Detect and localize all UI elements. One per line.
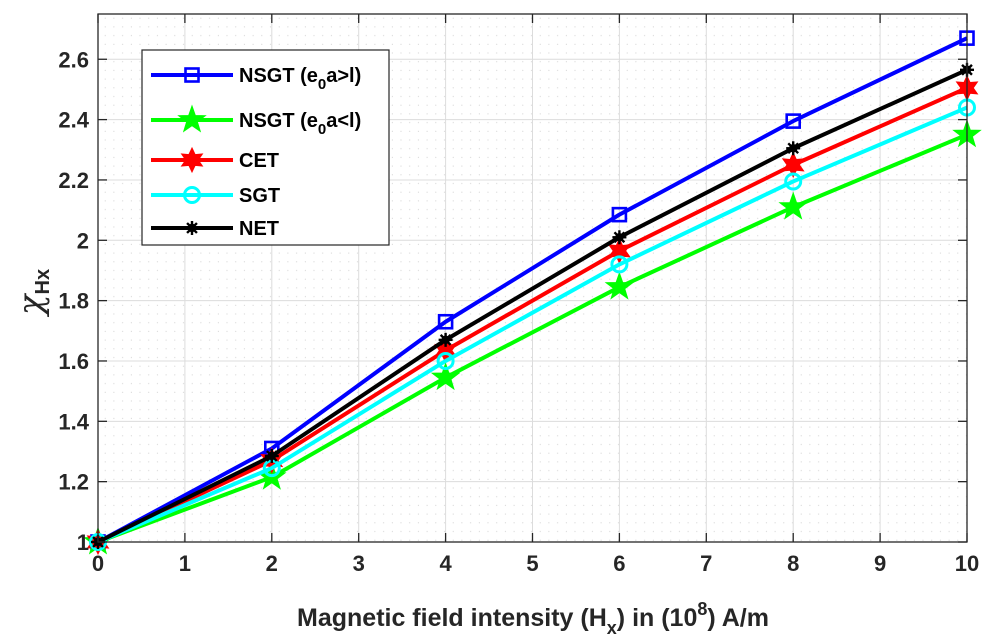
y-tick-label: 2.2	[58, 168, 89, 193]
marker-dot	[187, 223, 197, 233]
data-point-marker	[781, 151, 805, 179]
data-point-marker	[778, 191, 808, 220]
series-layer	[83, 30, 982, 556]
x-tick-label: 5	[526, 551, 538, 576]
legend-marker	[180, 146, 204, 174]
data-point-marker	[438, 332, 453, 347]
x-tick-label: 9	[874, 551, 886, 576]
y-tick-label: 2	[77, 228, 89, 253]
data-point-marker	[436, 351, 455, 370]
series-line	[97, 105, 968, 544]
marker-dot	[789, 144, 798, 153]
data-point-marker	[786, 141, 801, 156]
legend-label: CET	[239, 150, 279, 172]
legend-entry: NSGT (e0a<l)	[151, 104, 361, 138]
marker-dot	[441, 335, 450, 345]
x-axis-title: Magnetic field intensity (Hx) in (108) A…	[297, 599, 769, 638]
x-tick-label: 4	[439, 551, 452, 576]
data-point-marker	[612, 230, 627, 245]
legend-box	[141, 49, 390, 246]
data-point-marker	[430, 362, 461, 391]
legend-label: NSGT (e0a>l)	[239, 65, 361, 93]
data-point-marker	[604, 271, 635, 300]
legend-label: NET	[239, 218, 279, 240]
x-tick-label: 7	[700, 551, 712, 576]
x-tick-label: 2	[266, 551, 278, 576]
x-tick-label: 3	[353, 551, 365, 576]
y-tick-label: 1.2	[58, 470, 89, 495]
y-axis-title: χHx	[11, 269, 54, 317]
marker-dot	[615, 233, 624, 242]
y-tick-label: 1.4	[58, 409, 89, 434]
data-point-marker	[785, 113, 802, 129]
data-point-marker	[611, 206, 628, 223]
legend: NSGT (e0a>l) NSGT (e0a<l) CET SGT NET	[141, 49, 390, 246]
x-tick-label: 10	[955, 551, 979, 576]
y-tick-label: 1.6	[58, 349, 89, 374]
legend-label: NSGT (e0a<l)	[239, 110, 361, 138]
series-line	[97, 132, 968, 544]
x-tick-label: 6	[613, 551, 625, 576]
series-line	[97, 36, 968, 544]
data-point-marker	[437, 313, 454, 330]
y-tick-label: 2.4	[58, 108, 89, 133]
legend-marker	[185, 221, 199, 235]
series-line	[97, 86, 968, 544]
x-tick-label: 8	[787, 551, 799, 576]
x-tick-label: 1	[179, 551, 191, 576]
y-axis-title-group: χHx	[11, 269, 54, 317]
legend-entry: SGT	[151, 185, 280, 207]
y-tick-label: 2.6	[58, 47, 89, 72]
axes	[97, 13, 968, 543]
marker-dot	[267, 451, 276, 461]
legend-marker	[184, 67, 200, 83]
legend-entry: CET	[151, 146, 279, 174]
y-tick-label: 1	[77, 530, 89, 555]
data-point-marker	[784, 172, 803, 191]
y-tick-label: 1.8	[58, 289, 89, 314]
series-line	[97, 67, 968, 544]
legend-marker	[177, 104, 207, 133]
legend-label: SGT	[239, 185, 280, 207]
data-point-marker	[610, 255, 629, 274]
legend-marker	[183, 186, 201, 204]
x-tick-label: 0	[92, 551, 104, 576]
legend-entry: NSGT (e0a>l)	[151, 65, 361, 93]
data-point-marker	[264, 449, 279, 464]
legend-entry: NET	[151, 218, 279, 240]
